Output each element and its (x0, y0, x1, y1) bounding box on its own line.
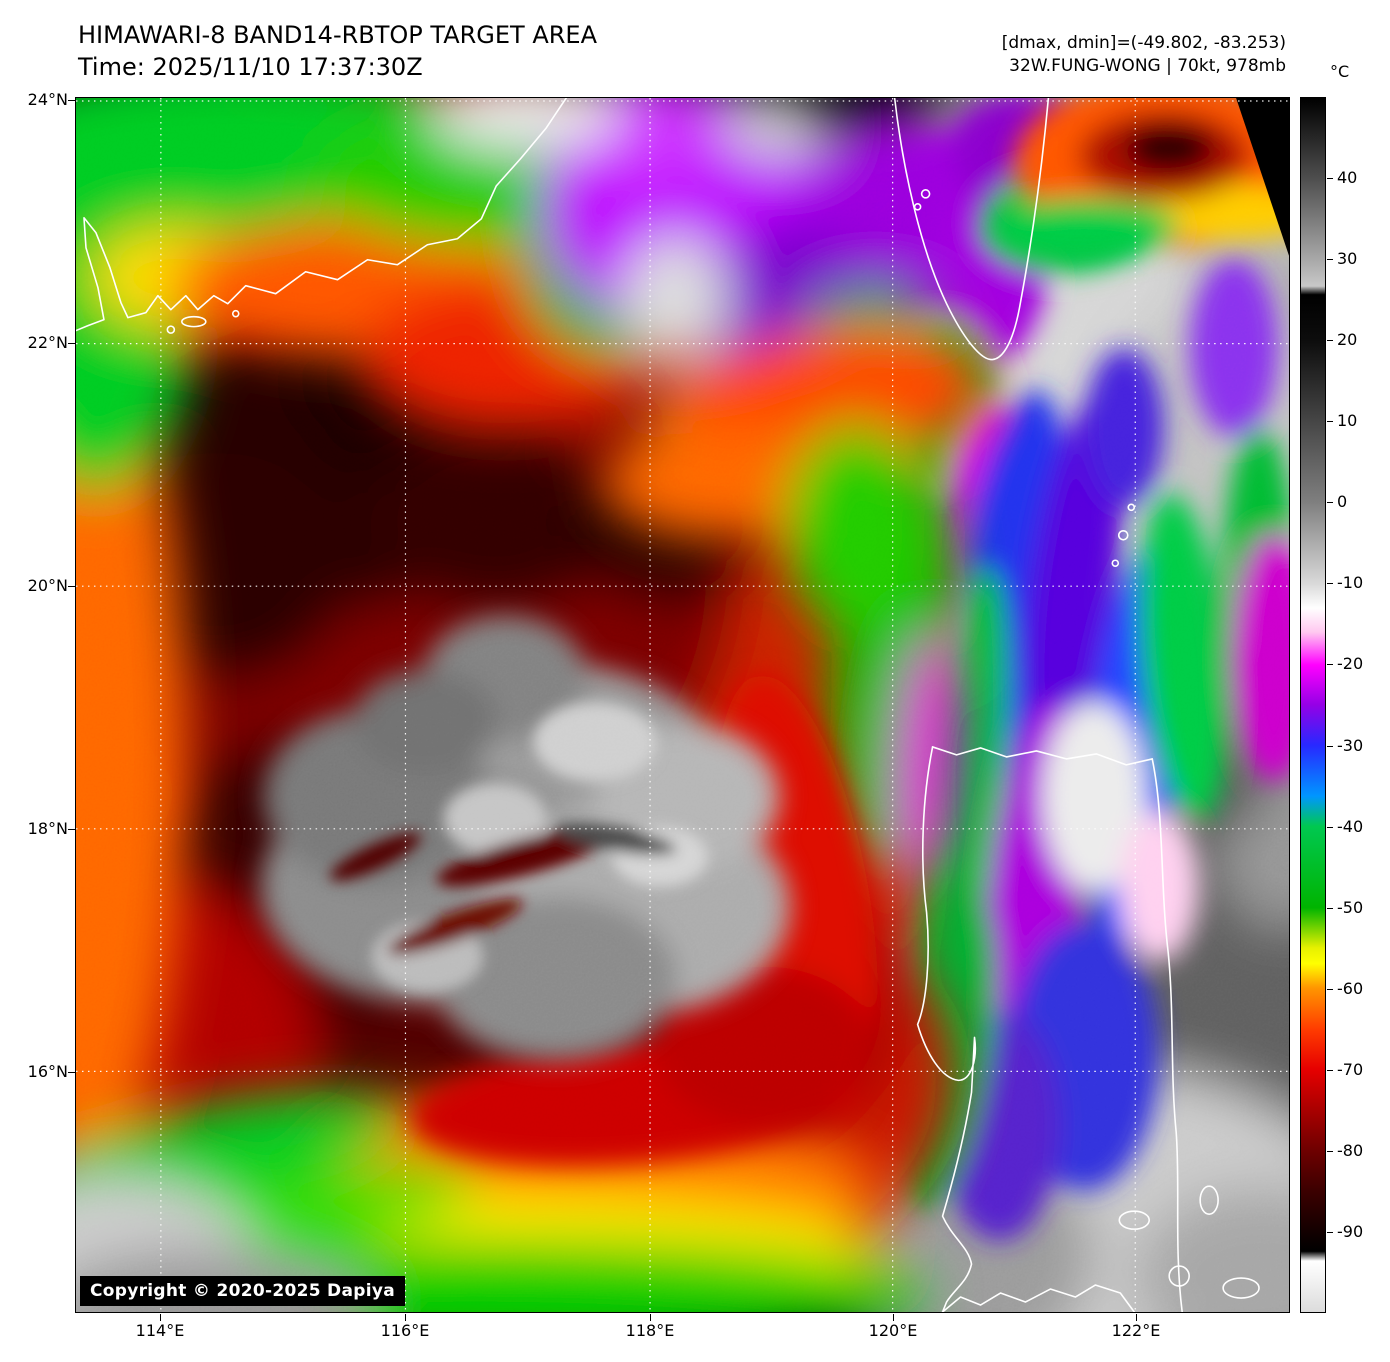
coastline-taiwan (893, 98, 1050, 361)
colorbar-tick (1327, 421, 1333, 422)
map-panel: Copyright © 2020-2025 Dapiya (75, 97, 1290, 1313)
lat-tick (68, 586, 75, 587)
colorbar-tick-label: -90 (1337, 1222, 1364, 1241)
colorbar-tick-label: 0 (1337, 492, 1348, 511)
colorbar-tick-label: 20 (1337, 330, 1358, 349)
lat-label: 24°N (27, 90, 68, 109)
colorbar-tick (1327, 259, 1333, 260)
lat-tick (68, 343, 75, 344)
coastline-island (920, 189, 931, 199)
colorbar-tick-label: 30 (1337, 249, 1358, 268)
lat-label: 16°N (27, 1062, 68, 1081)
coastline-island (1118, 1210, 1151, 1230)
lon-tick (893, 1314, 894, 1321)
coastline-island (166, 325, 176, 334)
colorbar-tick-label: -30 (1337, 736, 1364, 755)
colorbar-tick-label: 10 (1337, 411, 1358, 430)
colorbar-tick (1327, 989, 1333, 990)
colorbar-tick (1327, 340, 1333, 341)
colorbar-tick (1327, 1151, 1333, 1152)
colorbar-tick (1327, 746, 1333, 747)
coastlines (76, 98, 1260, 1312)
lat-tick (68, 100, 75, 101)
lat-label: 18°N (27, 819, 68, 838)
lon-tick (1136, 1314, 1137, 1321)
coastline-island (1222, 1277, 1260, 1299)
lat-label: 22°N (27, 333, 68, 352)
timestamp: Time: 2025/11/10 17:37:30Z (78, 53, 423, 81)
colorbar-tick (1327, 1232, 1333, 1233)
coastline-island (1127, 503, 1136, 512)
colorbar-tick (1327, 664, 1333, 665)
coastline-island (1111, 559, 1120, 568)
grid-lines (76, 98, 1289, 1312)
coastline-island (1117, 529, 1129, 541)
coastline-island (1168, 1265, 1190, 1287)
colorbar-tick (1327, 178, 1333, 179)
coastline-luzon-west (916, 746, 977, 1312)
coastline-island (913, 203, 922, 211)
coastline-luzon-east (1151, 758, 1183, 1312)
coastline-china (76, 98, 567, 332)
no-data-corner (1236, 98, 1289, 256)
header-right: [dmax, dmin]=(-49.802, -83.253) 32W.FUNG… (1002, 32, 1286, 78)
lon-label: 114°E (135, 1321, 185, 1340)
coastline-luzon-south (941, 1284, 1136, 1312)
lon-label: 122°E (1111, 1321, 1161, 1340)
colorbar-tick (1327, 1070, 1333, 1071)
colorbar-tick-label: -80 (1337, 1141, 1364, 1160)
colorbar-tick (1327, 502, 1333, 503)
satellite-image (76, 98, 1289, 1312)
lon-tick (405, 1314, 406, 1321)
page-title: HIMAWARI-8 BAND14-RBTOP TARGET AREA (78, 21, 598, 49)
lon-label: 116°E (380, 1321, 430, 1340)
coastline-island (1199, 1185, 1219, 1215)
coastline-luzon-north (931, 746, 1154, 766)
colorbar-tick-label: -60 (1337, 979, 1364, 998)
colorbar-tick (1327, 583, 1333, 584)
lon-tick (650, 1314, 651, 1321)
lon-label: 120°E (868, 1321, 918, 1340)
colorbar (1300, 97, 1326, 1313)
lat-label: 20°N (27, 576, 68, 595)
grain-texture (76, 98, 1289, 1312)
colorbar-tick-label: -20 (1337, 654, 1364, 673)
colorbar-tick-label: -50 (1337, 898, 1364, 917)
coastline-island (231, 309, 240, 318)
lat-tick (68, 829, 75, 830)
colorbar-tick-label: -40 (1337, 817, 1364, 836)
lon-label: 118°E (625, 1321, 675, 1340)
colorbar-tick (1327, 908, 1333, 909)
lon-tick (160, 1314, 161, 1321)
colorbar-tick (1327, 827, 1333, 828)
coastline-island (181, 315, 207, 328)
colorbar-tick-label: -10 (1337, 573, 1364, 592)
colorbar-tick-label: -70 (1337, 1060, 1364, 1079)
copyright-badge: Copyright © 2020-2025 Dapiya (80, 1276, 405, 1306)
storm-info: 32W.FUNG-WONG | 70kt, 978mb (1009, 56, 1286, 76)
dmax-dmin-readout: [dmax, dmin]=(-49.802, -83.253) (1001, 33, 1286, 53)
colorbar-unit-label: °C (1330, 62, 1350, 81)
colorbar-tick-label: 40 (1337, 168, 1358, 187)
lat-tick (68, 1072, 75, 1073)
